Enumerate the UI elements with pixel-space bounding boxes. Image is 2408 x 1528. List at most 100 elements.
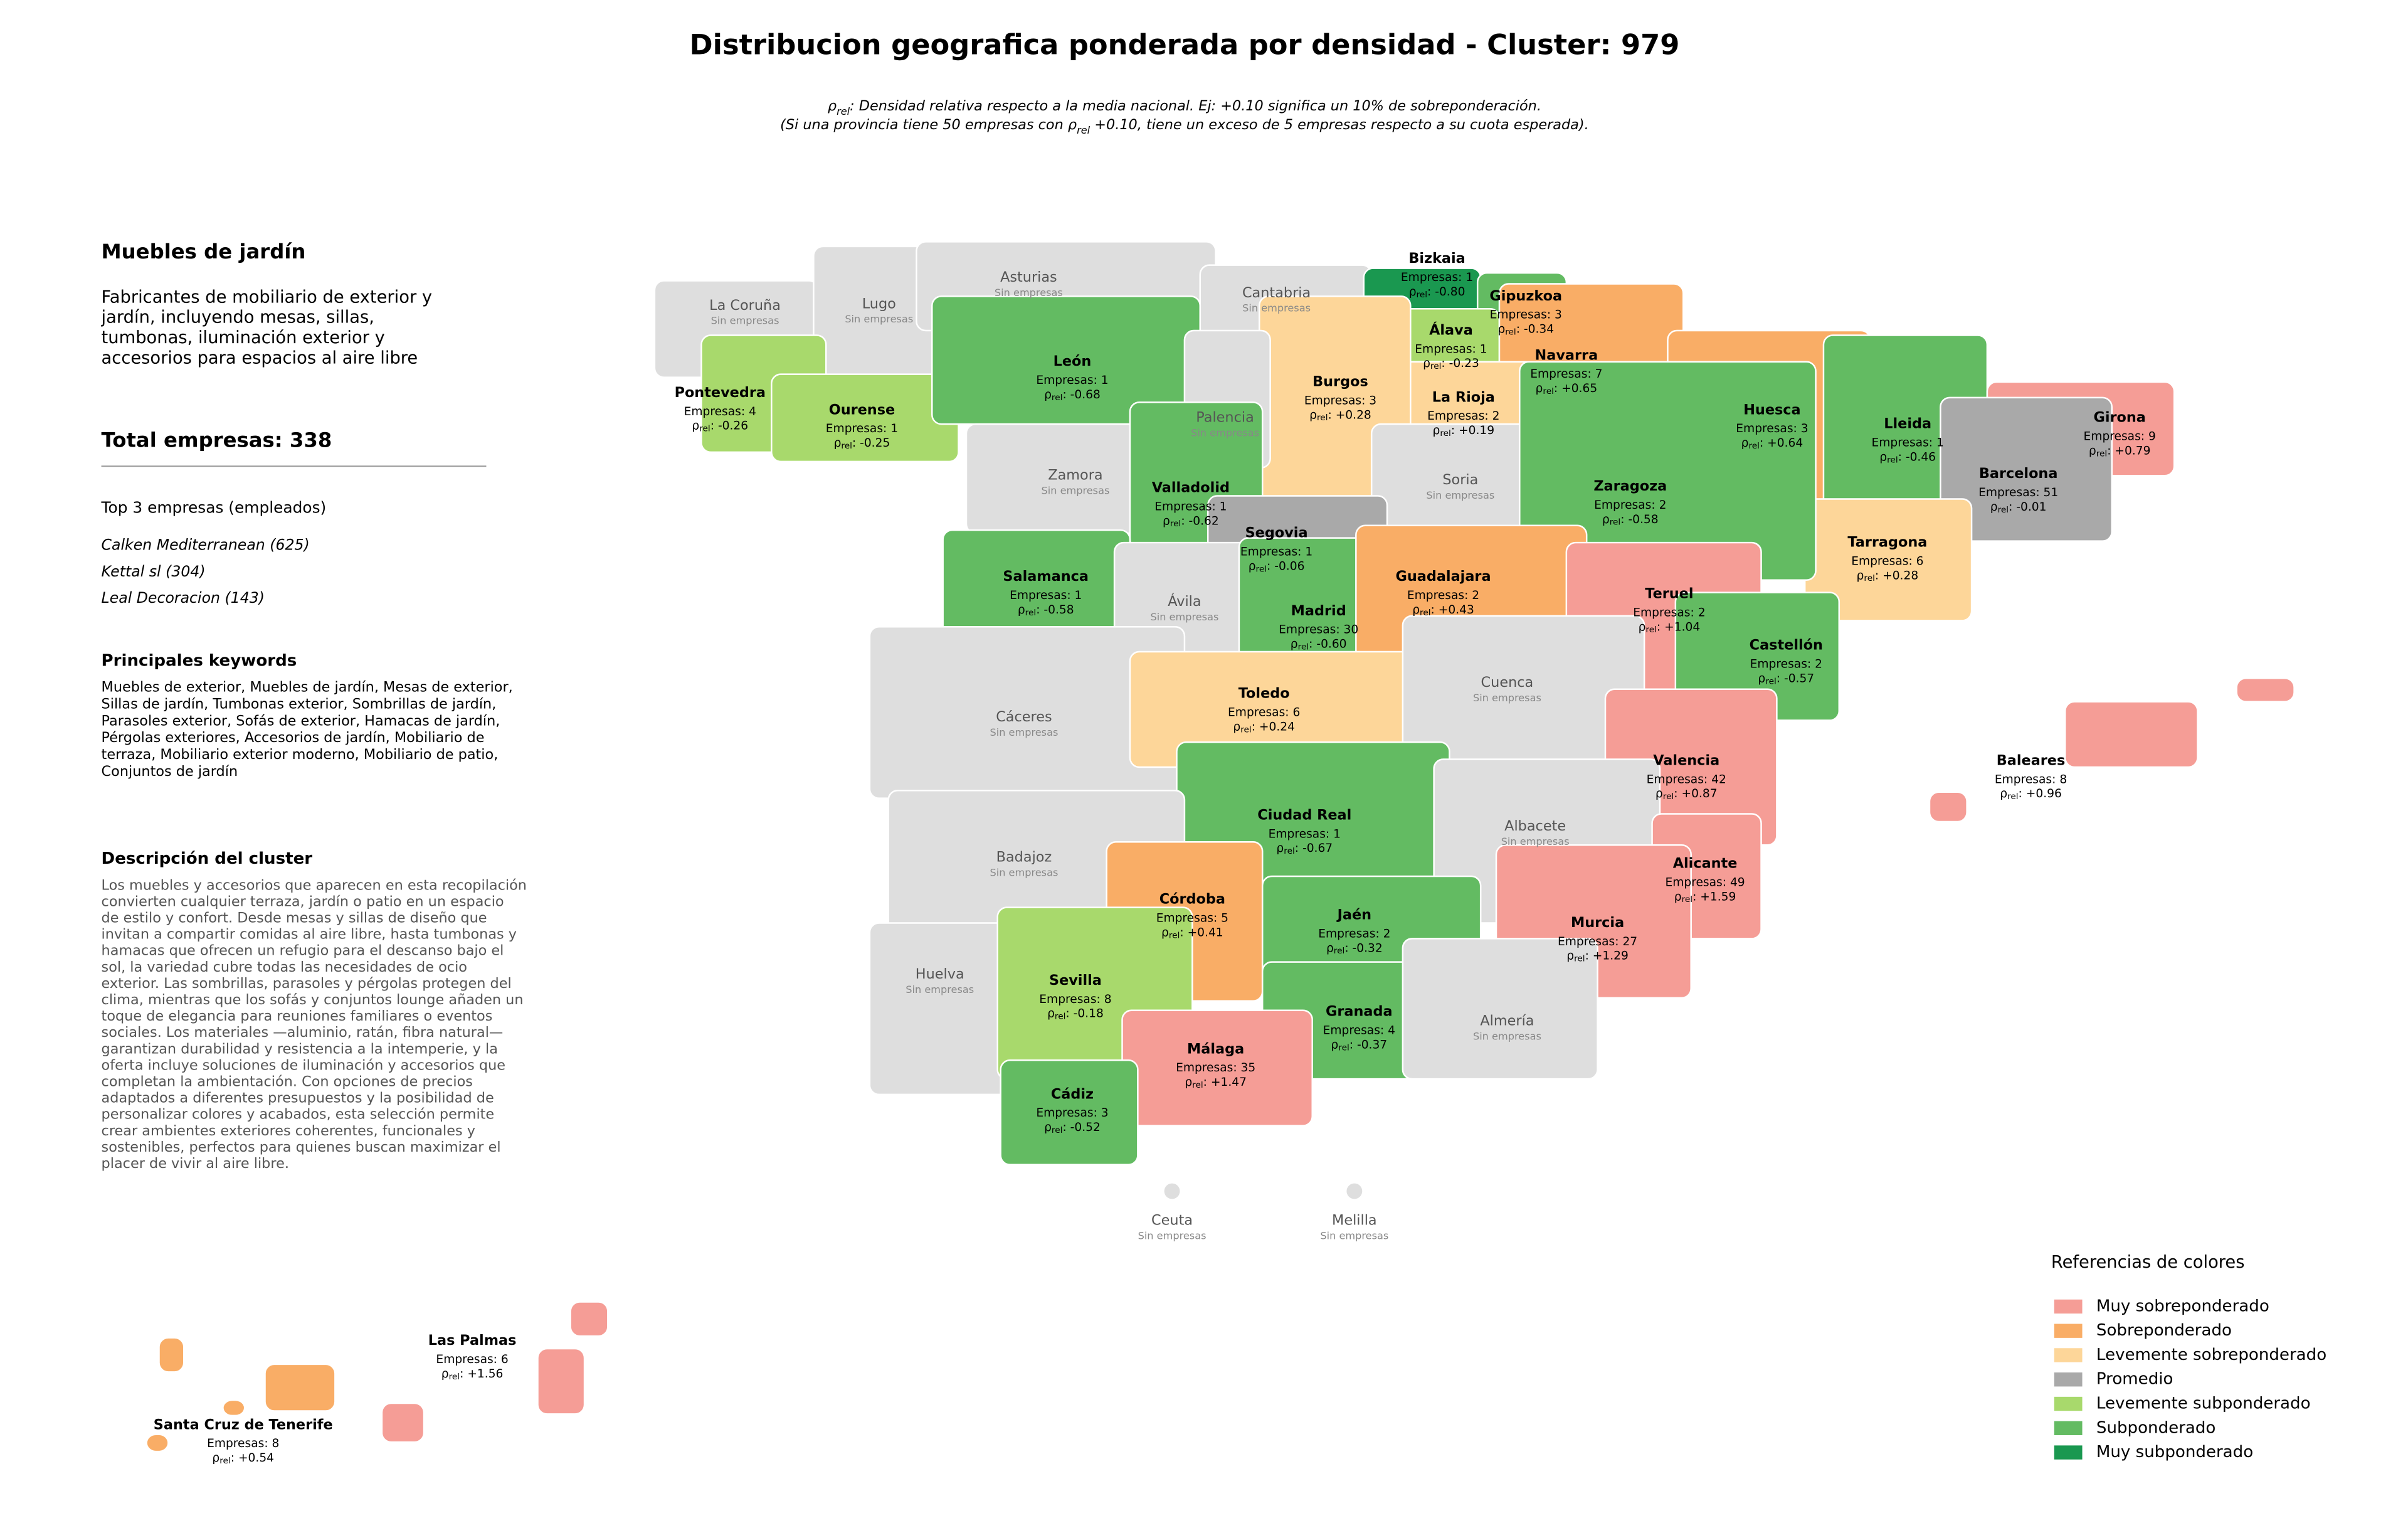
legend-title: Referencias de colores — [2051, 1253, 2245, 1272]
rho-symbol: ρ — [1674, 890, 1682, 903]
province-name: Valladolid — [1152, 480, 1230, 496]
rho-sub: rel — [1440, 428, 1451, 438]
province-count: Sin empresas — [1473, 692, 1541, 704]
keywords-title: Principales keywords — [102, 651, 297, 670]
province-name: Álava — [1429, 321, 1473, 339]
province-name: Madrid — [1291, 603, 1346, 619]
province-count: Empresas: 2 — [1633, 606, 1705, 619]
province-rho: ρrel: +0.24 — [1233, 720, 1295, 735]
rho-value: -0.67 — [1302, 842, 1333, 855]
rho-symbol: ρ — [1497, 322, 1505, 336]
rho-value: -0.80 — [1435, 285, 1465, 298]
rho-symbol: ρ — [1639, 620, 1646, 634]
province-rho: ρrel: +0.54 — [212, 1451, 274, 1466]
panel-description: Fabricantes de mobiliario de exterior y — [102, 287, 433, 307]
province-count: Empresas: 1 — [1269, 827, 1341, 841]
province-count: Empresas: 49 — [1665, 876, 1745, 889]
rho-sub: rel — [699, 424, 710, 434]
rho-sep: : — [1349, 1038, 1357, 1051]
rho-sub: rel — [1430, 361, 1442, 371]
rho-symbol: ρ — [692, 419, 699, 432]
province-name: Segovia — [1245, 525, 1308, 541]
province-count: Sin empresas — [1242, 302, 1311, 314]
cluster-line: completan la ambientación. Con opciones … — [102, 1074, 473, 1090]
province-name: Palencia — [1196, 410, 1254, 426]
province-rho: ρrel: -0.58 — [1018, 603, 1074, 617]
top-company: Kettal sl (304) — [102, 563, 206, 580]
province-count: Empresas: 2 — [1407, 589, 1479, 602]
province-rho: ρrel: -0.26 — [692, 419, 748, 433]
rho-sep: : — [1875, 569, 1883, 582]
province-name: Lugo — [862, 295, 896, 312]
rho-value: +1.29 — [1593, 949, 1629, 962]
province-rho: ρrel: +0.28 — [1857, 569, 1919, 583]
province-rho: ρrel: +1.56 — [441, 1367, 504, 1381]
subtitle: (Si una provincia tiene 50 empresas con … — [780, 116, 1589, 136]
province-count: Sin empresas — [1473, 1030, 1541, 1042]
title: Distribucion geografica ponderada por de… — [690, 28, 1680, 61]
province-rho: ρrel: +1.59 — [1674, 890, 1736, 905]
rho-sub: rel — [1420, 608, 1431, 618]
rho-value: -0.34 — [1524, 322, 1554, 336]
legend-label: Muy subponderado — [2096, 1443, 2253, 1462]
province-count: Empresas: 6 — [1228, 706, 1300, 719]
rho-symbol: ρ — [1433, 424, 1440, 437]
province-name: Jaén — [1336, 907, 1372, 923]
panel-title: Muebles de jardín — [102, 240, 306, 263]
province-count: Empresas: 6 — [436, 1353, 508, 1366]
subtitle-part: rel — [1077, 124, 1090, 136]
keywords-line: Muebles de exterior, Muebles de jardín, … — [102, 679, 513, 696]
rho-symbol: ρ — [2000, 787, 2007, 800]
province-count: Sin empresas — [995, 287, 1063, 299]
rho-sep: : — [1180, 926, 1187, 939]
rho-value: -0.60 — [1316, 637, 1346, 650]
province-rho: ρrel: +0.19 — [1433, 424, 1495, 438]
rho-symbol: ρ — [1602, 512, 1610, 526]
rho-sub: rel — [841, 441, 852, 451]
province-rho: ρrel: -0.67 — [1276, 842, 1333, 856]
rho-value: +0.43 — [1439, 603, 1474, 616]
rho-sub: rel — [1025, 608, 1037, 618]
province-count: Empresas: 1 — [1240, 545, 1312, 558]
province-name: Huelva — [916, 966, 964, 982]
province-rho: ρrel: +0.64 — [1741, 437, 1803, 451]
map — [145, 241, 2295, 1453]
province-count: Empresas: 1 — [1010, 589, 1082, 602]
province-shape — [264, 1363, 336, 1412]
legend-swatch — [2054, 1299, 2083, 1314]
rho-symbol: ρ — [1185, 1076, 1192, 1089]
rho-value: -0.58 — [1043, 603, 1074, 616]
rho-value: -0.58 — [1628, 512, 1658, 526]
province-rho: ρrel: +1.04 — [1639, 620, 1701, 635]
rho-value: -0.01 — [2016, 500, 2046, 513]
cluster-line: crear ambientes exteriores coherentes, f… — [102, 1123, 475, 1139]
rho-symbol: ρ — [1857, 569, 1864, 582]
rho-sub: rel — [1052, 1125, 1063, 1135]
subtitle-part: (Si una provincia tiene 50 empresas con … — [780, 116, 1077, 132]
province-count: Empresas: 8 — [1995, 773, 2067, 786]
province-shape — [1928, 791, 1968, 823]
province-count: Sin empresas — [1041, 485, 1109, 497]
rho-sep: : — [1692, 890, 1700, 903]
rho-sub: rel — [1864, 573, 1875, 583]
rho-value: +1.04 — [1664, 620, 1700, 634]
province-name: Tarragona — [1847, 534, 1927, 551]
province-count: Empresas: 6 — [1851, 554, 1923, 568]
province-name: Barcelona — [1979, 465, 2058, 482]
subtitle-part: ρ — [828, 98, 837, 114]
province-shape — [145, 1433, 169, 1453]
rho-value: +0.41 — [1188, 926, 1223, 939]
province-count: Sin empresas — [845, 313, 913, 325]
rho-symbol: ρ — [1412, 603, 1420, 616]
province-name: Baleares — [1997, 753, 2066, 769]
rho-sub: rel — [1748, 441, 1760, 451]
cluster-line: clima, mientras que los sofás y conjunto… — [102, 992, 524, 1008]
province-name: Salamanca — [1003, 568, 1089, 585]
rho-sub: rel — [1240, 724, 1252, 735]
province-count: Sin empresas — [906, 984, 974, 995]
top-title: Top 3 empresas (empleados) — [101, 498, 327, 516]
rho-sep: : — [1441, 357, 1449, 370]
rho-symbol: ρ — [1233, 720, 1240, 733]
rho-sep: : — [1427, 285, 1435, 298]
